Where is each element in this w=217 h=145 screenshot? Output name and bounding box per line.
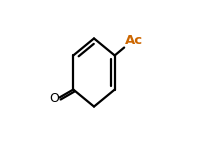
Text: Ac: Ac (125, 34, 143, 47)
Text: O: O (49, 92, 59, 105)
